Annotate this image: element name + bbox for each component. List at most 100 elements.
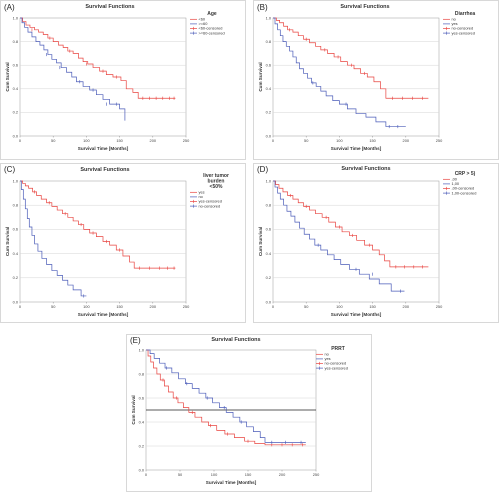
- x-tick-label: 150: [369, 304, 376, 309]
- y-tick-label: 1.0: [266, 15, 272, 20]
- legend-entry-label: 1,00: [452, 181, 460, 186]
- y-tick-label: 0.4: [266, 86, 272, 91]
- y-tick-label: 1.0: [139, 347, 145, 352]
- legend-entry-label: yes: [199, 190, 205, 195]
- survival-curve-2: [20, 180, 87, 297]
- legend-entry-label: no-censored: [199, 203, 221, 208]
- x-tick-label: 0: [19, 138, 22, 143]
- panel-label: (D): [257, 165, 268, 174]
- y-tick-label: 0.4: [13, 86, 19, 91]
- survival-curve-2: [273, 17, 406, 127]
- y-tick-label: 0.4: [266, 251, 272, 256]
- y-tick-label: 0.6: [13, 63, 18, 68]
- y-tick-label: 1.0: [13, 15, 19, 20]
- y-tick-label: 0.0: [13, 299, 19, 304]
- x-tick-label: 50: [178, 472, 183, 477]
- x-tick-label: 150: [116, 138, 123, 143]
- y-tick-label: 0.6: [13, 227, 18, 232]
- legend-entry-label: no: [199, 194, 203, 199]
- x-axis-label: Survival Time [Months]: [331, 146, 382, 151]
- legend-entry-label: yes: [325, 356, 331, 361]
- x-tick-label: 150: [369, 138, 376, 143]
- legend-entry-label: ,00-censored: [452, 186, 475, 191]
- x-tick-label: 200: [279, 472, 286, 477]
- y-tick-label: 0.8: [139, 371, 144, 376]
- x-tick-label: 100: [336, 138, 343, 143]
- panel-label: (C): [4, 165, 15, 174]
- legend-entry-label: yes-censored: [325, 365, 348, 370]
- x-tick-label: 50: [51, 138, 56, 143]
- y-tick-label: 0.2: [139, 443, 144, 448]
- y-axis-label: Cum Survival: [258, 227, 263, 256]
- x-tick-label: 200: [403, 304, 410, 309]
- x-tick-label: 50: [304, 138, 309, 143]
- legend-entry-label: yes-censored: [452, 30, 475, 35]
- x-tick-label: 150: [245, 472, 252, 477]
- y-axis-label: Cum Survival: [5, 62, 10, 91]
- y-tick-label: 0.8: [13, 39, 18, 44]
- panel-label: (A): [4, 3, 15, 12]
- panel-label: (B): [257, 3, 268, 12]
- legend-entry-label: no: [452, 17, 456, 22]
- legend-title: Diarrhea: [455, 11, 476, 17]
- legend-entry-label: >=60: [199, 21, 209, 26]
- x-tick-label: 200: [403, 138, 410, 143]
- legend-entry-label: no: [325, 352, 329, 357]
- x-tick-label: 200: [150, 138, 157, 143]
- legend-entry-label: yes-censored: [199, 199, 222, 204]
- y-tick-label: 0.8: [13, 203, 18, 208]
- x-axis-label: Survival Time [Months]: [206, 480, 257, 485]
- x-tick-label: 250: [183, 138, 190, 143]
- survival-curve-1: [273, 17, 429, 99]
- y-tick-label: 0.8: [266, 39, 271, 44]
- legend-title: <50%: [210, 184, 223, 190]
- survival-panel: (B) Survival Functions 0.0 0.2 0.4 0.6 0.8 1.0 0…: [253, 0, 499, 160]
- y-tick-label: 1.0: [13, 178, 19, 183]
- chart-title: Survival Functions: [341, 166, 390, 172]
- y-axis-label: Cum Survival: [5, 227, 10, 256]
- x-tick-label: 150: [116, 304, 123, 309]
- legend-entry-label: no-censored: [452, 26, 474, 31]
- x-tick-label: 100: [211, 472, 218, 477]
- legend-entry-label: >=60-censored: [199, 30, 225, 35]
- survival-curve-2: [273, 180, 405, 292]
- x-tick-label: 200: [150, 304, 157, 309]
- plot-area: [272, 180, 440, 303]
- survival-panel: (C) Survival Functions 0.0 0.2 0.4 0.6 0.8 1.0 0…: [0, 163, 246, 323]
- y-tick-label: 0.4: [13, 251, 19, 256]
- legend-title: liver tumor: [203, 173, 229, 179]
- survival-curve-2: [20, 17, 126, 121]
- y-tick-label: 0.2: [13, 110, 18, 115]
- y-tick-label: 0.4: [139, 419, 145, 424]
- x-tick-label: 0: [272, 138, 275, 143]
- x-axis-label: Survival Time [Months]: [78, 312, 129, 317]
- x-tick-label: 0: [272, 304, 275, 309]
- x-tick-label: 250: [436, 304, 443, 309]
- y-tick-label: 0.8: [266, 203, 271, 208]
- x-axis-label: Survival Time [Months]: [78, 146, 129, 151]
- legend-entry-label: yes: [452, 21, 458, 26]
- survival-panel: (D) Survival Functions 0.0 0.2 0.4 0.6 0.8 1.0 0…: [253, 163, 499, 323]
- y-tick-label: 0.0: [13, 133, 19, 138]
- x-tick-label: 0: [145, 472, 148, 477]
- survival-curve-1: [20, 180, 176, 269]
- y-tick-label: 0.6: [266, 227, 271, 232]
- legend: Age<60>=60<60-censored>=60-censored: [190, 11, 225, 35]
- survival-panel: (A) Survival Functions 0.0 0.2 0.4 0.6 0.8 1.0 0…: [0, 0, 246, 160]
- x-tick-label: 250: [313, 472, 320, 477]
- legend-entry-label: no-censored: [325, 361, 347, 366]
- legend-entry-label: <60-censored: [199, 26, 223, 31]
- survival-curve-1: [146, 349, 306, 446]
- plot-area: [272, 17, 440, 137]
- survival-curve-2: [146, 349, 306, 443]
- survival-curve-1: [20, 17, 176, 99]
- y-tick-label: 0.0: [266, 133, 272, 138]
- y-tick-label: 1.0: [266, 178, 272, 183]
- x-tick-label: 100: [336, 304, 343, 309]
- survival-panel: (E) Survival Functions 0.0 0.2 0.4 0.6 0.8 1.0 0…: [126, 334, 372, 492]
